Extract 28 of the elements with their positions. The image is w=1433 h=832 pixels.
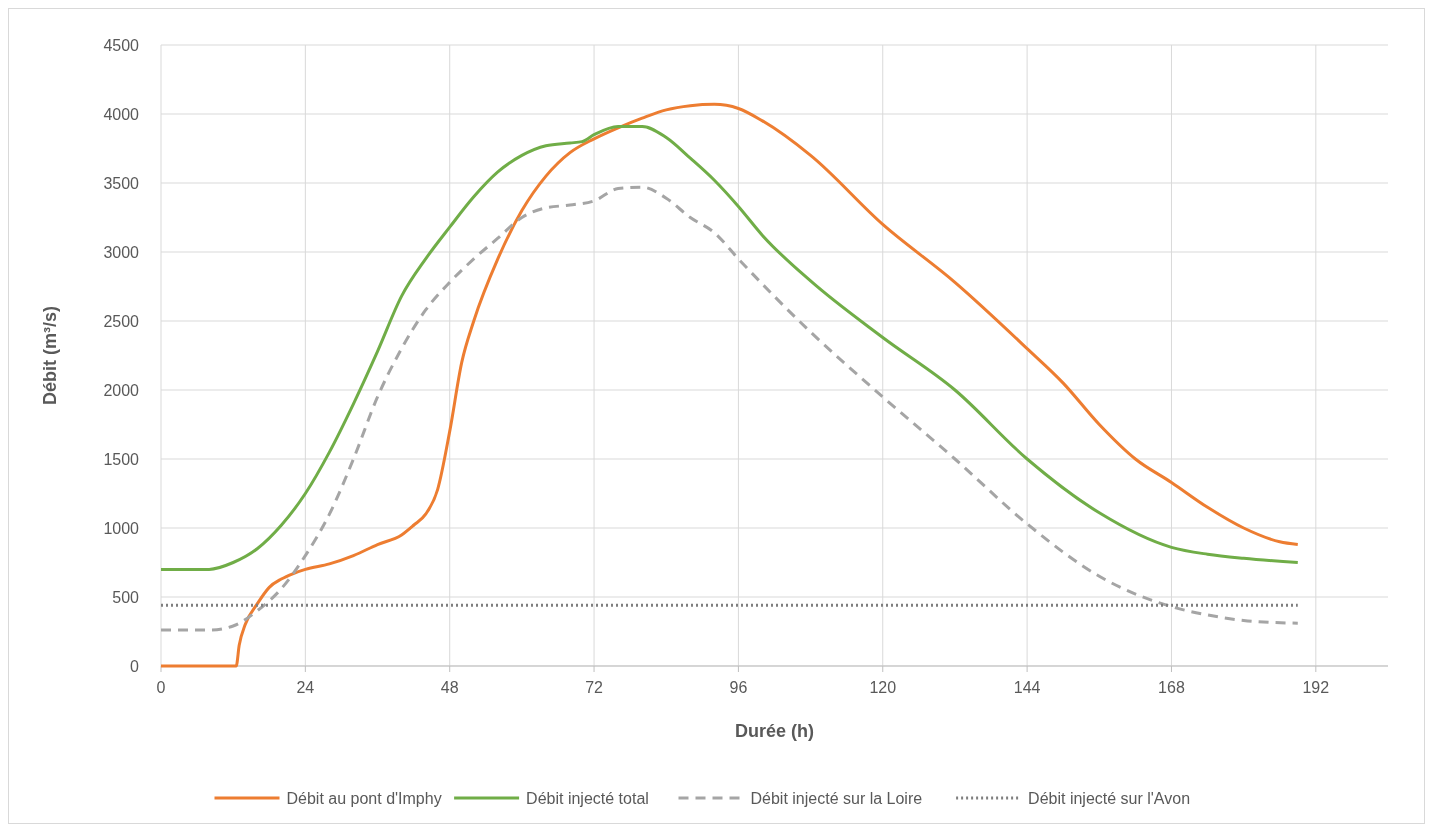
x-axis-title: Durée (h) bbox=[734, 721, 815, 741]
y-tick-label: 3000 bbox=[103, 244, 140, 261]
legend-label: Débit injecté total bbox=[526, 790, 649, 807]
legend-label: Débit injecté sur la Loire bbox=[750, 790, 923, 807]
y-tick-label: 1000 bbox=[103, 520, 140, 537]
y-axis-title: Débit (m³/s) bbox=[40, 305, 60, 405]
y-tick-label: 4500 bbox=[103, 37, 140, 54]
y-tick-label: 3500 bbox=[103, 175, 140, 192]
y-tick-label: 2500 bbox=[103, 313, 140, 330]
y-tick-label: 500 bbox=[112, 589, 140, 606]
x-tick-label: 48 bbox=[440, 679, 459, 696]
x-tick-label: 24 bbox=[296, 679, 315, 696]
legend-label: Débit au pont d'Imphy bbox=[286, 790, 442, 807]
x-tick-label: 0 bbox=[156, 679, 166, 696]
x-tick-label: 144 bbox=[1013, 679, 1041, 696]
line-series bbox=[159, 124, 1300, 571]
y-tick-label: 1500 bbox=[103, 451, 140, 468]
line-series bbox=[159, 185, 1300, 632]
line-series bbox=[159, 102, 1300, 668]
x-tick-label: 168 bbox=[1158, 679, 1185, 696]
y-tick-label: 2000 bbox=[103, 382, 140, 399]
y-tick-label: 0 bbox=[130, 658, 140, 675]
y-tick-label: 4000 bbox=[103, 106, 140, 123]
x-tick-label: 72 bbox=[585, 679, 604, 696]
x-tick-label: 192 bbox=[1302, 679, 1330, 696]
legend-label: Débit injecté sur l'Avon bbox=[1028, 790, 1191, 807]
x-tick-label: 96 bbox=[729, 679, 748, 696]
x-tick-label: 120 bbox=[869, 679, 897, 696]
